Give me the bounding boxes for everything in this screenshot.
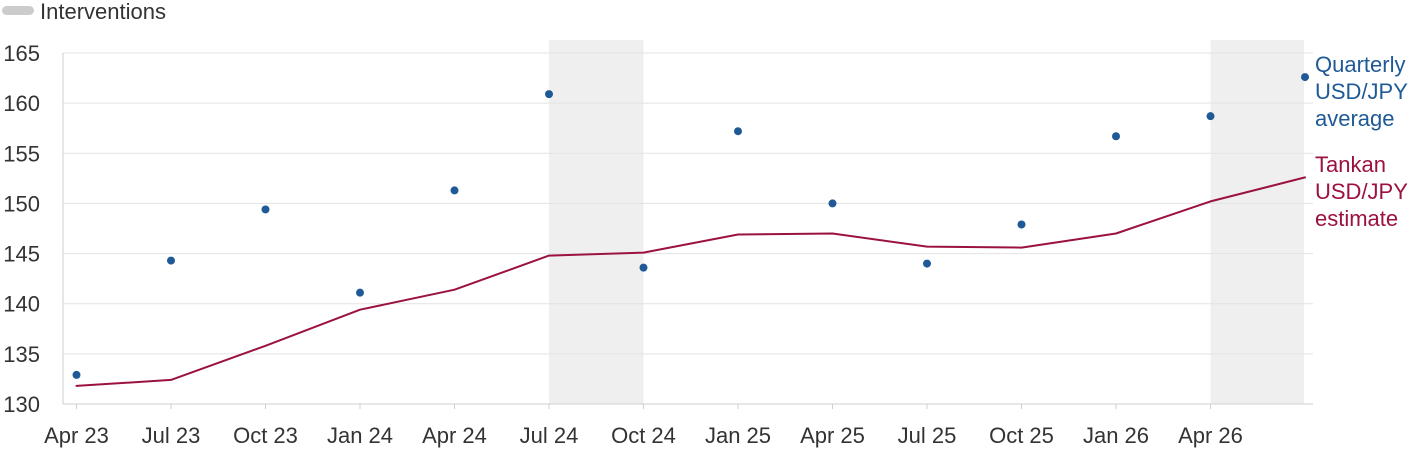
axes: 130 135 140 145 150 155 160 165 Apr 23 Jul 23 Oct … — [3, 41, 1313, 448]
series-label-tankan-usd-jpy-estimate-line-3: estimate — [1315, 206, 1398, 231]
data-point-quarterly-usd-jpy-average — [356, 288, 364, 297]
x-tick-label-jul-25: Jul 25 — [898, 423, 957, 448]
y-tick-label-160: 160 — [3, 91, 40, 116]
data-point-quarterly-usd-jpy-average — [261, 205, 270, 214]
data-point-quarterly-usd-jpy-average — [734, 127, 742, 136]
data-point-quarterly-usd-jpy-average — [1017, 220, 1026, 229]
data-point-quarterly-usd-jpy-average — [639, 263, 648, 272]
x-tick-label-jul-24: Jul 24 — [520, 423, 579, 448]
series-label-quarterly-usd-jpy-average-line-3: average — [1315, 106, 1395, 131]
intervention-shading-group — [549, 40, 1304, 404]
x-tick-label-oct-24: Oct 24 — [611, 423, 676, 448]
data-point-quarterly-usd-jpy-average — [167, 256, 175, 265]
x-tick-label-jan-26: Jan 26 — [1083, 423, 1149, 448]
data-point-quarterly-usd-jpy-average — [1301, 73, 1309, 82]
x-tick-label-jul-23: Jul 23 — [142, 423, 201, 448]
series — [72, 73, 1309, 387]
y-tick-label-165: 165 — [3, 41, 40, 66]
x-tick-label-apr-24: Apr 24 — [422, 423, 487, 448]
y-tick-label-130: 130 — [3, 392, 40, 417]
data-point-quarterly-usd-jpy-average — [545, 90, 553, 99]
gridlines — [63, 52, 1313, 355]
data-point-quarterly-usd-jpy-average — [1112, 132, 1120, 141]
y-tick-label-155: 155 — [3, 141, 40, 166]
data-point-quarterly-usd-jpy-average — [72, 370, 81, 379]
y-tick-label-150: 150 — [3, 191, 40, 216]
data-point-quarterly-usd-jpy-average — [828, 199, 837, 208]
labels: TankanUSD/JPYestimateQuarterlyUSD/JPYave… — [1315, 52, 1408, 231]
x-tick-label-apr-26: Apr 26 — [1178, 423, 1243, 448]
series-label-quarterly-usd-jpy-average-line-2: USD/JPY — [1315, 79, 1408, 104]
legend-interventions-label: Interventions — [40, 0, 166, 24]
x-tick-label-oct-23: Oct 23 — [233, 423, 298, 448]
legend-interventions-swatch — [2, 6, 34, 15]
data-point-quarterly-usd-jpy-average — [1206, 112, 1215, 121]
x-tick-label-apr-25: Apr 25 — [800, 423, 865, 448]
data-point-quarterly-usd-jpy-average — [923, 259, 931, 268]
x-tick-label-oct-25: Oct 25 — [989, 423, 1054, 448]
legend: Interventions — [2, 0, 166, 24]
series-label-tankan-usd-jpy-estimate-line-1: Tankan — [1315, 152, 1386, 177]
series-label-quarterly-usd-jpy-average-line-1: Quarterly — [1315, 52, 1405, 77]
x-tick-label-jan-24: Jan 24 — [327, 423, 393, 448]
intervention-band-2 — [1210, 40, 1304, 404]
data-point-quarterly-usd-jpy-average — [450, 186, 459, 195]
series-label-tankan-usd-jpy-estimate-line-2: USD/JPY — [1315, 179, 1408, 204]
series-line-tankan-usd-jpy-estimate — [75, 176, 1306, 387]
intervention-band-1 — [549, 40, 644, 404]
y-tick-label-140: 140 — [3, 292, 40, 317]
x-tick-label-apr-23: Apr 23 — [44, 423, 109, 448]
y-tick-label-135: 135 — [3, 342, 40, 367]
y-tick-label-145: 145 — [3, 242, 40, 267]
x-tick-label-jan-25: Jan 25 — [705, 423, 771, 448]
